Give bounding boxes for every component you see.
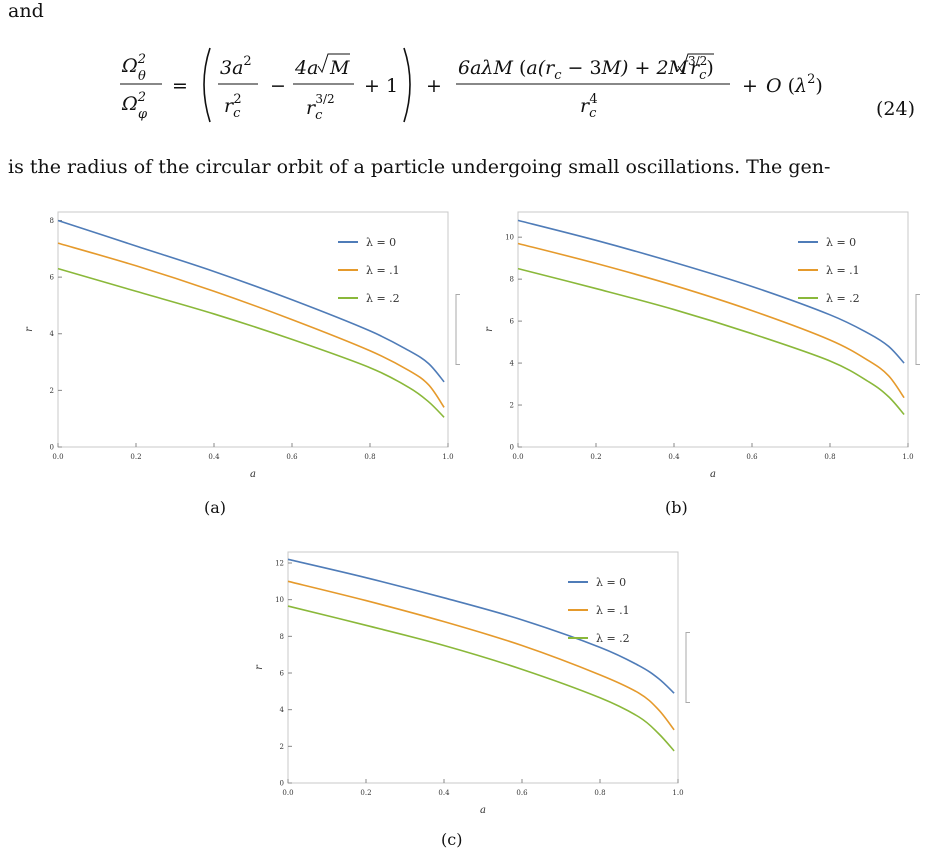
y-tick-label: 8 [280, 633, 284, 641]
lhs-numerator: Ω2 θ [121, 52, 146, 84]
caption-b: (b) [665, 498, 688, 517]
legend-label: λ = .2 [366, 292, 400, 305]
x-tick-label: 0.2 [130, 453, 141, 461]
svg-text:6aλM (a(rc − 3M) + 2M3/2: 6aλM (a(rc − 3M) + 2M3/2 [458, 54, 707, 83]
series-line-0 [517, 219, 905, 364]
svg-text:+: + [426, 75, 442, 97]
lhs-denominator: Ω2 φ [121, 90, 148, 122]
svg-text:O (λ2): O (λ2) [766, 72, 823, 97]
y-tick-label: 0 [50, 444, 54, 452]
legend-label: λ = .1 [596, 604, 630, 617]
figure-c: 0.0 0.2 0.4 0.6 0.8 1.0 0 2 4 6 8 10 12 a r λ = 0 λ = .1… [248, 540, 693, 824]
x-tick-label: 0.0 [512, 453, 523, 461]
y-tick-label: 10 [275, 596, 284, 604]
equation-svg: Ω2 θ Ω2 φ = 3a2 rc2 − 4a M rc3/2 + 1 + 6aλ… [120, 47, 823, 123]
side-bracket [915, 294, 920, 365]
caption-a: (a) [204, 498, 227, 517]
intro-text: and [8, 0, 44, 22]
x-tick-label: 1.0 [442, 453, 453, 461]
x-tick-label: 0.6 [746, 453, 758, 461]
x-axis-label: a [480, 805, 486, 816]
figure-a: 0.0 0.2 0.4 0.6 0.8 1.0 0 2 4 6 8 a r λ = 0 λ = .1 λ = … [18, 202, 463, 491]
svg-text:+: + [742, 75, 758, 97]
svg-text:+ 1: + 1 [364, 75, 398, 97]
legend-label: λ = .1 [826, 264, 860, 277]
legend-label: λ = .2 [826, 292, 860, 305]
svg-text:M: M [329, 57, 350, 79]
chart-a: 0.0 0.2 0.4 0.6 0.8 1.0 0 2 4 6 8 a r λ = 0 λ = .1 λ = … [24, 211, 460, 480]
svg-text:rc): rc) [690, 57, 714, 83]
x-axis-label: a [250, 469, 256, 480]
y-tick-label: 4 [50, 330, 55, 338]
paragraph-text: is the radius of the circular orbit of a… [8, 156, 831, 178]
legend-label: λ = 0 [596, 576, 626, 589]
y-tick-label: 2 [510, 402, 514, 410]
svg-text:rc4: rc4 [580, 92, 598, 121]
legend-label: λ = 0 [826, 236, 856, 249]
y-tick-label: 4 [510, 360, 515, 368]
y-axis-label: r [254, 664, 265, 670]
chart-c: 0.0 0.2 0.4 0.6 0.8 1.0 0 2 4 6 8 10 12 a r λ = 0 λ = .1… [254, 551, 690, 816]
y-axis-label: r [484, 326, 495, 332]
legend-label: λ = .2 [596, 632, 630, 645]
y-tick-label: 8 [50, 217, 54, 225]
side-bracket [685, 632, 690, 703]
plot-frame [57, 211, 449, 448]
plot-frame [517, 211, 909, 448]
x-tick-label: 0.8 [824, 453, 835, 461]
side-bracket [455, 294, 460, 365]
svg-text:rc2: rc2 [224, 92, 242, 121]
x-tick-label: 0.4 [208, 453, 220, 461]
y-tick-label: 10 [505, 234, 514, 242]
x-tick-label: 0.2 [590, 453, 601, 461]
y-tick-label: 8 [510, 276, 514, 284]
x-tick-label: 1.0 [672, 789, 683, 797]
series-line-2 [57, 267, 445, 418]
svg-text:4a: 4a [294, 57, 318, 79]
y-tick-label: 0 [280, 780, 284, 788]
series-line-1 [287, 580, 675, 731]
x-tick-label: 0.6 [516, 789, 528, 797]
y-tick-label: 6 [50, 274, 55, 282]
svg-text:rc3/2: rc3/2 [306, 92, 335, 123]
y-tick-label: 4 [280, 706, 285, 714]
y-tick-label: 2 [280, 743, 284, 751]
legend-label: λ = .1 [366, 264, 400, 277]
legend-label: λ = 0 [366, 236, 396, 249]
y-axis-label: r [24, 326, 35, 332]
svg-text:−: − [270, 75, 286, 97]
plot-frame [287, 551, 679, 784]
caption-c: (c) [441, 830, 463, 849]
x-tick-label: 0.4 [668, 453, 680, 461]
x-tick-label: 1.0 [902, 453, 913, 461]
y-tick-label: 12 [275, 560, 284, 568]
y-tick-label: 0 [510, 444, 514, 452]
y-tick-label: 6 [280, 670, 285, 678]
y-tick-label: 6 [510, 318, 515, 326]
x-tick-label: 0.2 [360, 789, 371, 797]
equation-24: Ω2 θ Ω2 φ = 3a2 rc2 − 4a M rc3/2 + 1 + 6aλ… [120, 32, 935, 132]
x-tick-label: 0.6 [286, 453, 298, 461]
x-tick-label: 0.0 [282, 789, 293, 797]
svg-text:3a2: 3a2 [220, 54, 252, 79]
equation-number: (24) [875, 98, 915, 120]
chart-b: 0.0 0.2 0.4 0.6 0.8 1.0 0 2 4 6 8 10 a r λ = 0 λ = .1 λ … [484, 211, 920, 480]
x-tick-label: 0.8 [364, 453, 375, 461]
x-tick-label: 0.4 [438, 789, 450, 797]
x-axis-label: a [710, 469, 716, 480]
series-line-1 [517, 242, 905, 399]
series-line-1 [57, 242, 445, 408]
series-line-2 [287, 605, 675, 752]
svg-text:=: = [172, 75, 188, 97]
series-line-0 [287, 558, 675, 694]
x-tick-label: 0.8 [594, 789, 605, 797]
series-line-0 [57, 219, 445, 383]
series-line-2 [517, 267, 905, 416]
y-tick-label: 2 [50, 387, 54, 395]
x-tick-label: 0.0 [52, 453, 63, 461]
figure-b: 0.0 0.2 0.4 0.6 0.8 1.0 0 2 4 6 8 10 a r λ = 0 λ = .1 λ … [478, 202, 923, 491]
